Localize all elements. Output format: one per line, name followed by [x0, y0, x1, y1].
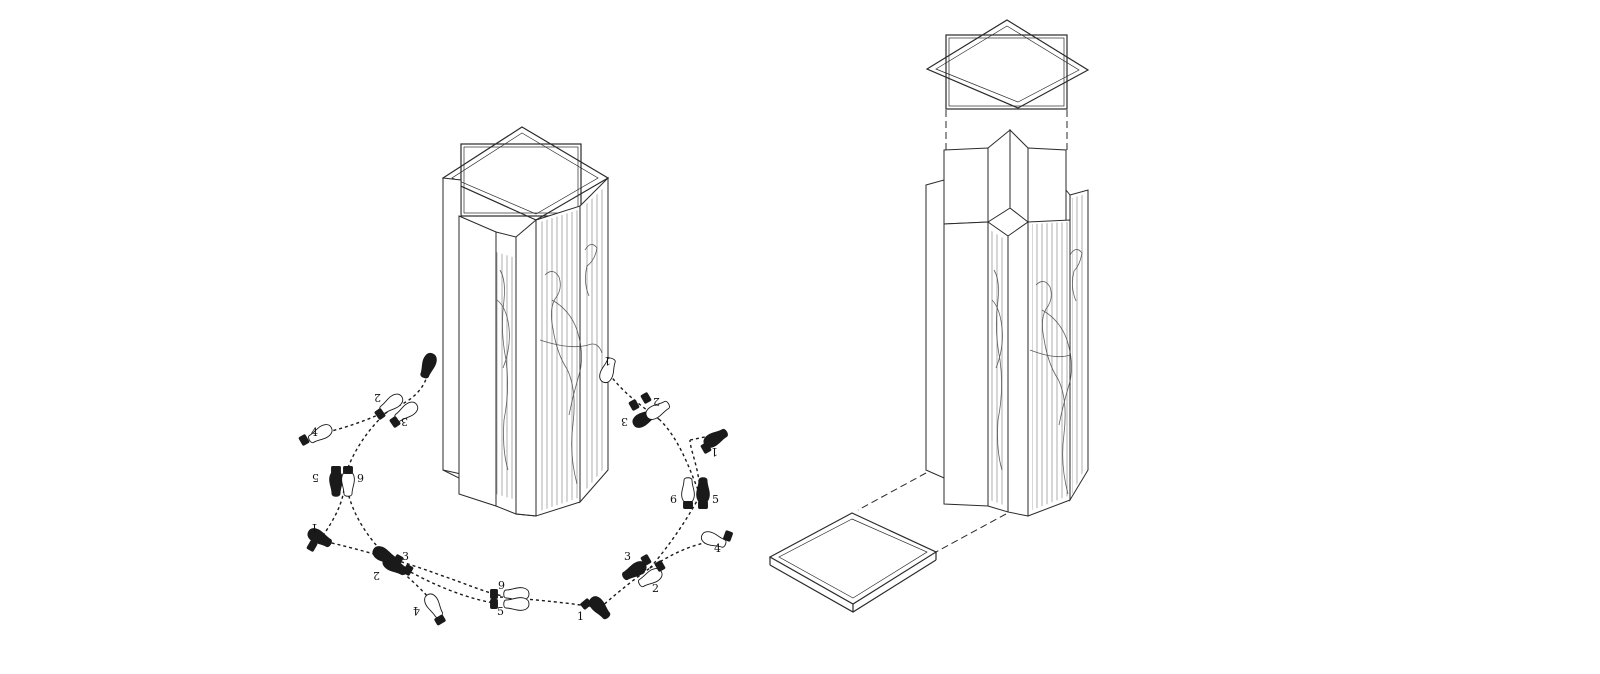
step-number: 4: [714, 542, 721, 555]
footprint: [298, 433, 310, 447]
footprint: [503, 597, 530, 611]
footprint: [722, 530, 734, 542]
footprint: [683, 501, 693, 509]
left-column-assembly: 1 2 3 4 5 6 1 2 3 4 5 6 1 2 3 4 5 6 1 2 …: [298, 126, 734, 626]
right-figure-sketch: [991, 249, 1083, 495]
right-base-frame: [768, 512, 938, 613]
footprint: [329, 470, 343, 497]
footprint: [343, 466, 353, 474]
top-guide-lines: [945, 110, 1068, 150]
step-number: 5: [312, 471, 319, 484]
right-top-frame: [925, 19, 1090, 110]
step-number: 4: [413, 604, 420, 617]
step-numbers: 1 2 3 4 5 6 1 2 3 4 5 6 1 2 3 4 5 6 1 2 …: [311, 354, 721, 623]
step-number: 6: [498, 578, 505, 591]
step-number: 1: [711, 445, 718, 458]
step-number: 3: [624, 550, 631, 563]
right-column-body: [925, 179, 1089, 517]
right-column-assembly: [768, 19, 1090, 613]
footprint: [628, 398, 640, 412]
footprint: [681, 477, 695, 504]
step-number: 2: [653, 395, 660, 408]
footprint: [698, 501, 708, 509]
left-column-body: [442, 176, 609, 517]
step-number: 5: [712, 493, 719, 506]
footprint: [490, 589, 498, 599]
step-number: 2: [652, 582, 659, 595]
step-number: 6: [357, 471, 364, 484]
bottom-guide-lines: [857, 472, 1007, 553]
step-number: 1: [577, 610, 584, 623]
right-roof: [943, 128, 1067, 225]
footprint: [586, 593, 614, 622]
step-number: 3: [401, 415, 408, 428]
step-number: 2: [373, 569, 380, 582]
step-number: 4: [311, 426, 318, 439]
footprint: [331, 466, 341, 474]
step-number: 1: [604, 354, 611, 367]
step-number: 6: [670, 493, 677, 506]
step-number: 3: [402, 550, 409, 563]
footprint: [417, 351, 439, 381]
step-number: 3: [621, 415, 628, 428]
step-number: 1: [311, 521, 318, 534]
step-number: 2: [374, 391, 381, 404]
step-number: 5: [497, 605, 504, 618]
footprint: [696, 477, 710, 504]
footprint: [341, 470, 355, 497]
footprint: [640, 391, 652, 405]
left-figure-sketch: [496, 244, 603, 485]
